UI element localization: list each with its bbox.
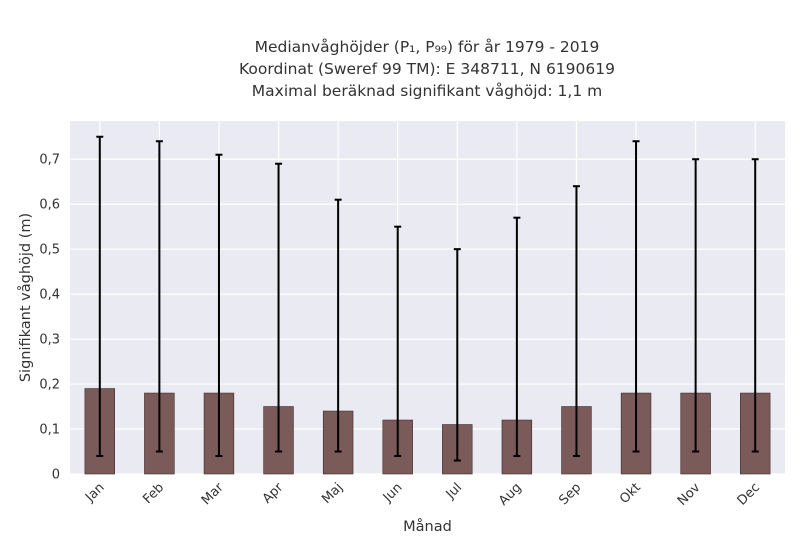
- errorbar-jan: [96, 135, 104, 458]
- chart-title: Medianvåghöjder (P₁, P₉₉) för år 1979 - …: [239, 38, 615, 100]
- errorbar-feb: [155, 140, 163, 453]
- y-tick-label: 0: [52, 468, 60, 483]
- y-tick-label: 0,2: [39, 378, 60, 393]
- error-bars: [96, 135, 759, 462]
- x-tick-label: Feb: [140, 480, 167, 507]
- y-tick-label: 0,7: [39, 153, 60, 168]
- x-tick-label: Maj: [319, 480, 346, 507]
- x-tick-label: Jul: [443, 480, 465, 502]
- y-tick-label: 0,3: [39, 333, 60, 348]
- x-tick-label: Sep: [556, 480, 584, 508]
- errorbar-okt: [632, 140, 640, 453]
- errorbar-dec: [751, 158, 759, 453]
- y-tick-label: 0,6: [39, 198, 60, 213]
- errorbar-apr: [275, 162, 283, 453]
- x-axis-label: Månad: [403, 518, 452, 535]
- errorbar-maj: [334, 198, 342, 453]
- errorbar-sep: [572, 185, 580, 458]
- x-tick-label: Mar: [199, 480, 227, 508]
- errorbar-mar: [215, 153, 223, 458]
- errorbar-jul: [453, 248, 461, 462]
- title-line-2: Koordinat (Sweref 99 TM): E 348711, N 61…: [239, 60, 615, 78]
- title-line-3: Maximal beräknad signifikant våghöjd: 1,…: [252, 82, 602, 100]
- y-tick-label: 0,4: [39, 288, 60, 303]
- x-tick-label: Aug: [496, 480, 525, 509]
- x-tick-label: Okt: [617, 480, 644, 507]
- title-line-1: Medianvåghöjder (P₁, P₉₉) för år 1979 - …: [255, 38, 600, 56]
- x-tick-label: Apr: [260, 480, 287, 507]
- errorbar-jun: [394, 225, 402, 458]
- y-tick-label: 0,1: [39, 423, 60, 438]
- y-axis-label: Signifikant våghöjd (m): [17, 213, 34, 382]
- x-tick-label: Dec: [735, 480, 763, 508]
- x-axis-ticks: Jan Feb Mar Apr Maj Jun Jul Aug Sep Okt Nov Dec: [82, 480, 763, 509]
- y-axis-ticks: 0 0,1 0,2 0,3 0,4 0,5 0,6 0,7: [39, 153, 60, 483]
- x-tick-label: Jan: [82, 480, 107, 505]
- plot-area: [70, 121, 785, 474]
- errorbar-nov: [692, 158, 700, 453]
- errorbar-aug: [513, 216, 521, 458]
- x-tick-label: Nov: [675, 480, 704, 509]
- y-tick-label: 0,5: [39, 243, 60, 258]
- x-tick-label: Jun: [380, 480, 406, 506]
